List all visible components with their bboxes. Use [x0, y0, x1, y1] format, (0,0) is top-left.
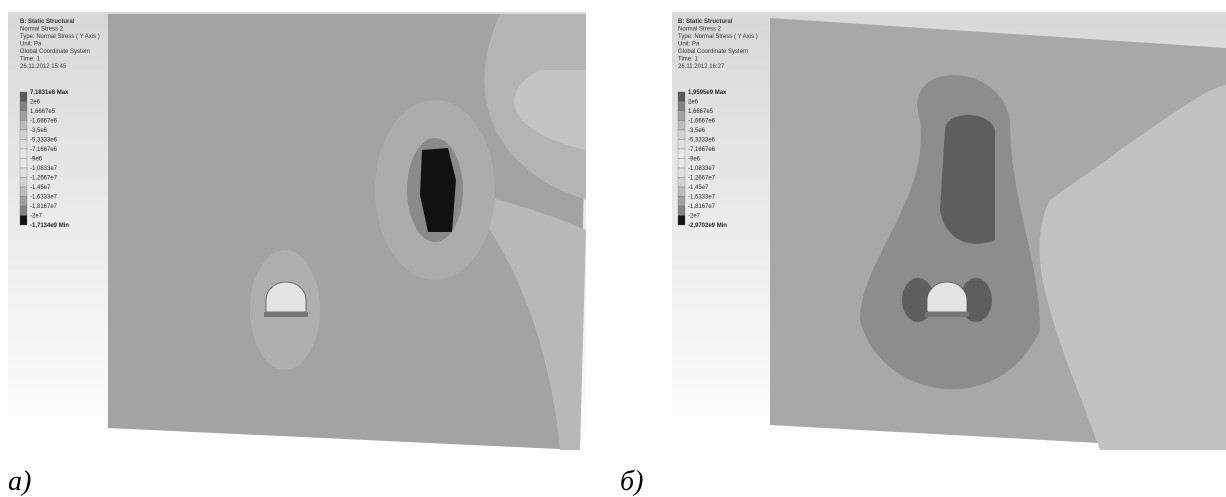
legend-label: -1,0833e7 — [30, 166, 58, 172]
legend-label: -1,6333e7 — [30, 195, 58, 201]
legend-swatch — [20, 168, 27, 178]
legend-label: -1,2667e7 — [30, 176, 58, 182]
legend-label: -9e6 — [688, 157, 701, 163]
header-line: B: Static Structural — [678, 19, 733, 25]
figure: а) б) B: Static Structural Normal Stress … — [0, 0, 1226, 497]
legend-label: 1,6667e5 — [30, 109, 56, 115]
legend-swatch — [678, 130, 685, 140]
legend-label: -1,6333e7 — [688, 195, 716, 201]
legend-swatch — [20, 121, 27, 131]
legend-swatch — [678, 197, 685, 207]
legend-swatch — [678, 140, 685, 150]
legend-swatch — [678, 178, 685, 188]
header-line: Time: 1 — [20, 57, 40, 63]
header-line: Normal Stress 2 — [20, 27, 64, 33]
legend-label: 7.1831e8 Max — [30, 90, 69, 96]
legend-label: -1,7134e9 Min — [30, 223, 69, 229]
legend-swatch — [678, 168, 685, 178]
legend-swatch — [20, 178, 27, 188]
legend-label: -3,5e6 — [30, 128, 48, 134]
tunnel-floor — [925, 312, 969, 317]
legend-swatch — [20, 197, 27, 207]
legend-label: -1,8167e7 — [688, 204, 716, 210]
high-stress — [420, 148, 456, 232]
legend-swatch — [20, 149, 27, 159]
legend-swatch — [678, 216, 685, 226]
panel-a-screenshot: а) — [8, 12, 586, 497]
tunnel-floor — [264, 312, 308, 317]
legend-label: -2,9702e9 Min — [688, 223, 727, 229]
panel-label: а) — [8, 466, 31, 497]
legend-label: 1,6667e5 — [688, 109, 714, 115]
legend-label: -7,1667e6 — [688, 147, 716, 153]
legend-label: -3,5e6 — [688, 128, 706, 134]
legend-label: -1,2667e7 — [688, 176, 716, 182]
legend-swatch — [20, 187, 27, 197]
header-line: Type: Normal Stress ( Y Axis ) — [20, 34, 100, 40]
legend-label: 1,9595e9 Max — [688, 90, 727, 96]
panel-b-screenshot: б) — [620, 12, 1226, 497]
legend-label: -1,6667e6 — [30, 119, 58, 125]
legend-label: 2e6 — [688, 100, 699, 106]
legend-swatch — [678, 206, 685, 216]
legend-swatch — [678, 92, 685, 102]
legend-swatch — [678, 111, 685, 121]
legend-label: -1,8167e7 — [30, 204, 58, 210]
header-line: 26.11.2012 15:45 — [20, 64, 67, 70]
header-line: Normal Stress 2 — [678, 27, 722, 33]
header-line: Type: Normal Stress ( Y Axis ) — [678, 34, 758, 40]
legend-swatch — [678, 102, 685, 112]
legend-label: -1,45e7 — [688, 185, 709, 191]
panel-label: б) — [620, 466, 643, 497]
legend-swatch — [20, 159, 27, 169]
header-line: Unit: Pa — [20, 42, 42, 48]
legend-label: -1,45e7 — [30, 185, 51, 191]
legend-label: -9e6 — [30, 157, 43, 163]
legend-label: -2e7 — [30, 214, 43, 220]
header-line: Time: 1 — [678, 57, 698, 63]
legend-swatch — [20, 111, 27, 121]
header-line: Global Coordinate System — [20, 49, 90, 55]
high-stress — [940, 115, 995, 244]
legend-label: -1,6667e6 — [688, 119, 716, 125]
legend-label: -7,1667e6 — [30, 147, 58, 153]
legend-swatch — [20, 140, 27, 150]
legend-swatch — [20, 216, 27, 226]
legend-label: -5,3333e6 — [30, 138, 58, 144]
header-line: 26.11.2012 16:27 — [678, 64, 725, 70]
legend-swatch — [678, 159, 685, 169]
legend-swatch — [20, 130, 27, 140]
legend-swatch — [678, 187, 685, 197]
legend-label: -5,3333e6 — [688, 138, 716, 144]
header-line: B: Static Structural — [20, 19, 75, 25]
legend-swatch — [20, 102, 27, 112]
legend-swatch — [678, 149, 685, 159]
legend-label: 2e6 — [30, 100, 41, 106]
legend-swatch — [20, 92, 27, 102]
header-line: Unit: Pa — [678, 42, 700, 48]
legend-swatch — [678, 121, 685, 131]
legend-label: -1,0833e7 — [688, 166, 716, 172]
legend-swatch — [20, 206, 27, 216]
legend-label: -2e7 — [688, 214, 701, 220]
header-line: Global Coordinate System — [678, 49, 748, 55]
